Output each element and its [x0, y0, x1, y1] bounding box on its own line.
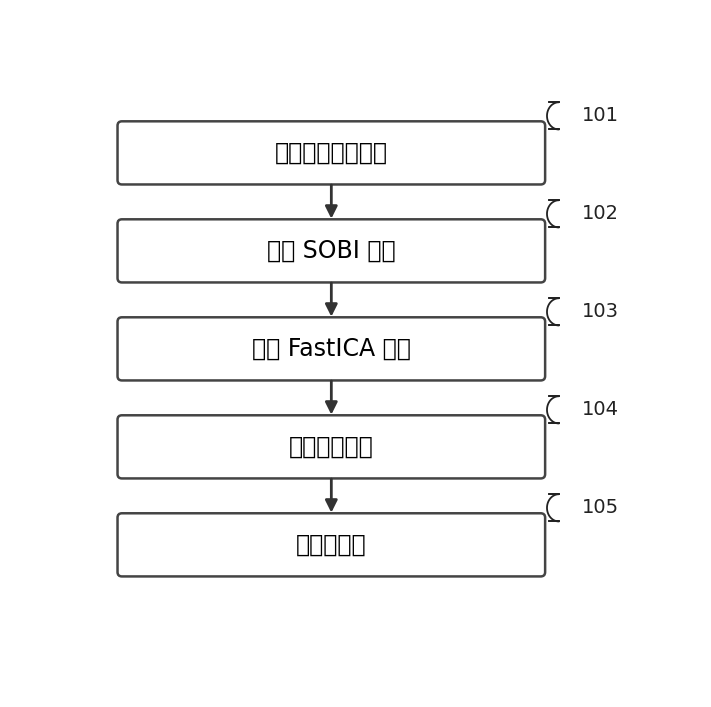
Text: 101: 101 [582, 106, 619, 125]
Text: 102: 102 [582, 204, 619, 223]
Text: 构造观测信号矩阵: 构造观测信号矩阵 [275, 141, 387, 165]
FancyBboxPatch shape [117, 317, 545, 380]
FancyBboxPatch shape [117, 415, 545, 479]
Text: 103: 103 [582, 303, 619, 322]
Text: 104: 104 [582, 400, 619, 419]
Text: 运行 SOBI 算法: 运行 SOBI 算法 [267, 239, 395, 263]
FancyBboxPatch shape [117, 513, 545, 576]
Text: 105: 105 [582, 498, 619, 518]
Text: 运行 FastICA 算法: 运行 FastICA 算法 [252, 337, 411, 361]
Text: 比较相位差: 比较相位差 [296, 533, 367, 557]
FancyBboxPatch shape [117, 219, 545, 283]
Text: 合成被测信号: 合成被测信号 [289, 435, 374, 459]
FancyBboxPatch shape [117, 122, 545, 185]
